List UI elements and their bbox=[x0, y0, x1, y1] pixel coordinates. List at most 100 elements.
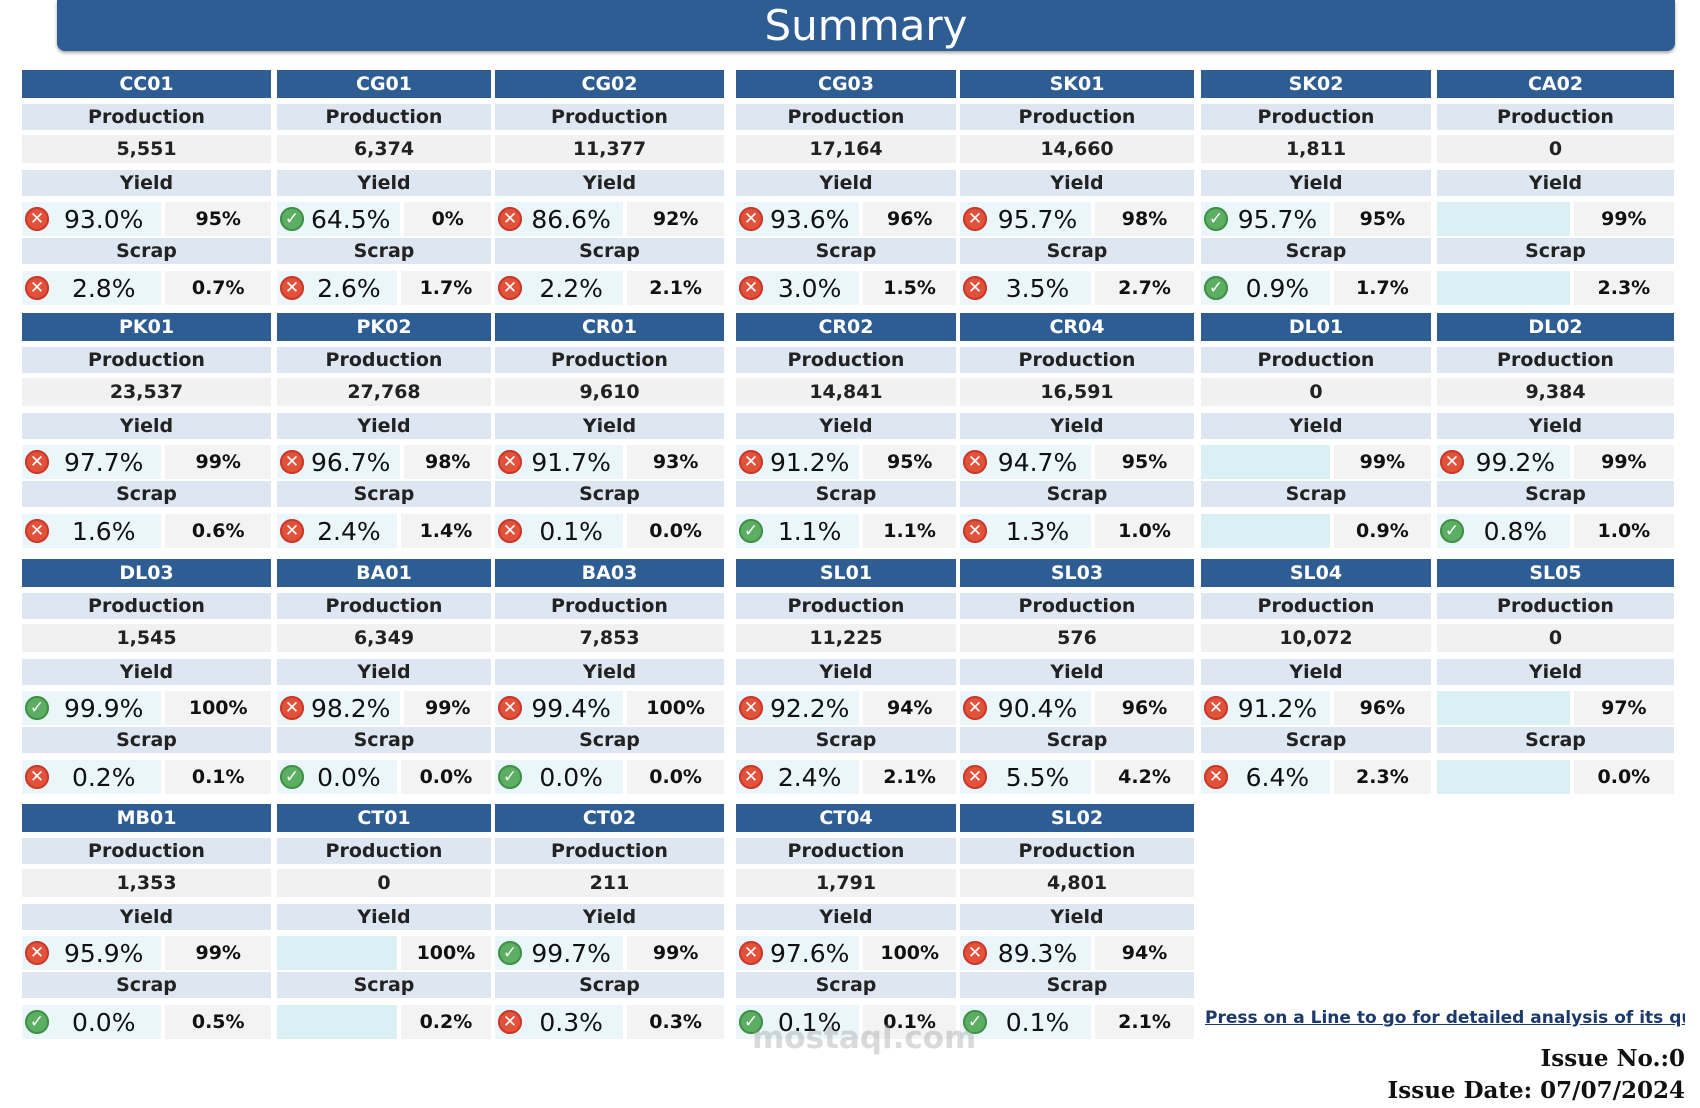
line-name[interactable]: CC01 bbox=[22, 70, 271, 98]
x-circle-icon: ✕ bbox=[498, 519, 522, 543]
cell-divider bbox=[161, 202, 166, 236]
yield-label: Yield bbox=[960, 659, 1194, 685]
yield-label: Yield bbox=[736, 659, 956, 685]
line-name[interactable]: CR01 bbox=[495, 313, 724, 341]
line-card-cc01[interactable]: CC01 Production 5,551 Yield ✕ 93.0% 95% Scrap ✕ 2… bbox=[22, 70, 271, 318]
line-name[interactable]: SK01 bbox=[960, 70, 1194, 98]
x-circle-icon: ✕ bbox=[25, 519, 49, 543]
line-card-dl02[interactable]: DL02 Production 9,384 Yield ✕ 99.2% 99% Scrap ✓ 0… bbox=[1437, 313, 1674, 561]
yield-values: ✕ 97.7% 99% bbox=[22, 445, 271, 479]
x-circle-icon: ✕ bbox=[739, 765, 763, 789]
line-card-sl02[interactable]: SL02 Production 4,801 Yield ✕ 89.3% 94% Scrap ✓ 0… bbox=[960, 804, 1194, 1052]
yield-actual-cell: ✓ 99.7% bbox=[495, 936, 624, 970]
line-name[interactable]: CT01 bbox=[277, 804, 491, 832]
production-value: 576 bbox=[960, 624, 1194, 652]
yield-values: 100% bbox=[277, 936, 491, 970]
line-card-ba03[interactable]: BA03 Production 7,853 Yield ✕ 99.4% 100% Scrap ✓… bbox=[495, 559, 724, 807]
line-name[interactable]: SL05 bbox=[1437, 559, 1674, 587]
line-card-mb01[interactable]: MB01 Production 1,353 Yield ✕ 95.9% 99% Scrap ✓ 0… bbox=[22, 804, 271, 1052]
cell-divider bbox=[1091, 514, 1096, 548]
line-card-cr04[interactable]: CR04 Production 16,591 Yield ✕ 94.7% 95% Scrap ✕… bbox=[960, 313, 1194, 561]
line-card-sk02[interactable]: SK02 Production 1,811 Yield ✓ 95.7% 95% Scrap ✓ 0… bbox=[1201, 70, 1431, 318]
yield-values: ✕ 95.7% 98% bbox=[960, 202, 1194, 236]
line-card-cg01[interactable]: CG01 Production 6,374 Yield ✓ 64.5% 0% Scrap ✕ 2.… bbox=[277, 70, 491, 318]
line-card-dl03[interactable]: DL03 Production 1,545 Yield ✓ 99.9% 100% Scrap ✕… bbox=[22, 559, 271, 807]
line-name[interactable]: CG02 bbox=[495, 70, 724, 98]
yield-label: Yield bbox=[22, 413, 271, 439]
line-name[interactable]: BA01 bbox=[277, 559, 491, 587]
line-name[interactable]: SL03 bbox=[960, 559, 1194, 587]
line-card-cr01[interactable]: CR01 Production 9,610 Yield ✕ 91.7% 93% Scrap ✕ 0… bbox=[495, 313, 724, 561]
line-name[interactable]: BA03 bbox=[495, 559, 724, 587]
scrap-values: ✓ 0.0% 0.0% bbox=[277, 760, 491, 794]
line-card-sl04[interactable]: SL04 Production 10,072 Yield ✕ 91.2% 96% Scrap ✕… bbox=[1201, 559, 1431, 807]
line-card-cr02[interactable]: CR02 Production 14,841 Yield ✕ 91.2% 95% Scrap ✓… bbox=[736, 313, 956, 561]
yield-label: Yield bbox=[277, 413, 491, 439]
line-card-pk02[interactable]: PK02 Production 27,768 Yield ✕ 96.7% 98% Scrap ✕… bbox=[277, 313, 491, 561]
line-name[interactable]: CA02 bbox=[1437, 70, 1674, 98]
line-name[interactable]: CT04 bbox=[736, 804, 956, 832]
scrap-label: Scrap bbox=[495, 972, 724, 998]
line-card-ba01[interactable]: BA01 Production 6,349 Yield ✕ 98.2% 99% Scrap ✓ 0… bbox=[277, 559, 491, 807]
scrap-target: 4.2% bbox=[1095, 760, 1194, 794]
line-name[interactable]: SL01 bbox=[736, 559, 956, 587]
x-circle-icon: ✕ bbox=[25, 765, 49, 789]
line-card-ct04[interactable]: CT04 Production 1,791 Yield ✕ 97.6% 100% Scrap ✓… bbox=[736, 804, 956, 1052]
line-card-sl03[interactable]: SL03 Production 576 Yield ✕ 90.4% 96% Scrap ✕ 5.5… bbox=[960, 559, 1194, 807]
yield-actual: 96.7% bbox=[311, 447, 391, 477]
line-name[interactable]: SL04 bbox=[1201, 559, 1431, 587]
scrap-actual: 5.5% bbox=[1005, 762, 1070, 792]
yield-target: 100% bbox=[863, 936, 956, 970]
x-circle-icon: ✕ bbox=[280, 450, 304, 474]
line-card-cg02[interactable]: CG02 Production 11,377 Yield ✕ 86.6% 92% Scrap ✕… bbox=[495, 70, 724, 318]
x-circle-icon: ✕ bbox=[25, 276, 49, 300]
scrap-actual: 0.8% bbox=[1483, 516, 1548, 546]
scrap-label: Scrap bbox=[960, 238, 1194, 264]
line-name[interactable]: CG01 bbox=[277, 70, 491, 98]
line-name[interactable]: DL02 bbox=[1437, 313, 1674, 341]
cell-divider bbox=[161, 445, 166, 479]
yield-actual-cell: ✕ 92.2% bbox=[736, 691, 860, 725]
scrap-target: 1.0% bbox=[1573, 514, 1674, 548]
line-name[interactable]: PK01 bbox=[22, 313, 271, 341]
line-name[interactable]: SL02 bbox=[960, 804, 1194, 832]
line-card-dl01[interactable]: DL01 Production 0 Yield 99% Scrap 0.9% bbox=[1201, 313, 1431, 561]
yield-target: 99% bbox=[1333, 445, 1431, 479]
scrap-actual: 2.4% bbox=[777, 762, 842, 792]
page-title: Summary bbox=[57, 0, 1675, 51]
line-card-cg03[interactable]: CG03 Production 17,164 Yield ✕ 93.6% 96% Scrap ✕… bbox=[736, 70, 956, 318]
cell-divider bbox=[1091, 445, 1096, 479]
yield-actual: 99.9% bbox=[64, 693, 144, 723]
line-name[interactable]: SK02 bbox=[1201, 70, 1431, 98]
detail-hint-link[interactable]: Press on a Line to go for detailed analy… bbox=[1205, 1008, 1685, 1028]
scrap-actual: 0.3% bbox=[539, 1007, 603, 1037]
line-name[interactable]: DL01 bbox=[1201, 313, 1431, 341]
scrap-values: ✕ 2.6% 1.7% bbox=[277, 271, 491, 305]
line-card-ct02[interactable]: CT02 Production 211 Yield ✓ 99.7% 99% Scrap ✕ 0.3… bbox=[495, 804, 724, 1052]
production-value: 4,801 bbox=[960, 869, 1194, 897]
line-name[interactable]: CR04 bbox=[960, 313, 1194, 341]
line-name[interactable]: DL03 bbox=[22, 559, 271, 587]
line-card-sl05[interactable]: SL05 Production 0 Yield 97% Scrap 0.0% bbox=[1437, 559, 1674, 807]
line-card-ct01[interactable]: CT01 Production 0 Yield 100% Scrap 0.2% bbox=[277, 804, 491, 1052]
x-circle-icon: ✕ bbox=[25, 450, 49, 474]
scrap-target: 0.2% bbox=[400, 1005, 491, 1039]
line-name[interactable]: PK02 bbox=[277, 313, 491, 341]
cell-divider bbox=[623, 691, 628, 725]
yield-values: ✕ 91.2% 96% bbox=[1201, 691, 1431, 725]
line-name[interactable]: CR02 bbox=[736, 313, 956, 341]
scrap-target: 0.0% bbox=[400, 760, 491, 794]
production-value: 6,349 bbox=[277, 624, 491, 652]
line-card-pk01[interactable]: PK01 Production 23,537 Yield ✕ 97.7% 99% Scrap ✕… bbox=[22, 313, 271, 561]
line-card-sl01[interactable]: SL01 Production 11,225 Yield ✕ 92.2% 94% Scrap ✕… bbox=[736, 559, 956, 807]
line-card-ca02[interactable]: CA02 Production 0 Yield 99% Scrap 2.3% bbox=[1437, 70, 1674, 318]
line-name[interactable]: CT02 bbox=[495, 804, 724, 832]
yield-target: 96% bbox=[1333, 691, 1431, 725]
scrap-target: 0.9% bbox=[1333, 514, 1431, 548]
yield-target: 99% bbox=[1573, 445, 1674, 479]
yield-values: ✕ 99.4% 100% bbox=[495, 691, 724, 725]
line-card-sk01[interactable]: SK01 Production 14,660 Yield ✕ 95.7% 98% Scrap ✕… bbox=[960, 70, 1194, 318]
line-name[interactable]: MB01 bbox=[22, 804, 271, 832]
line-name[interactable]: CG03 bbox=[736, 70, 956, 98]
yield-actual-cell: ✕ 91.7% bbox=[495, 445, 624, 479]
